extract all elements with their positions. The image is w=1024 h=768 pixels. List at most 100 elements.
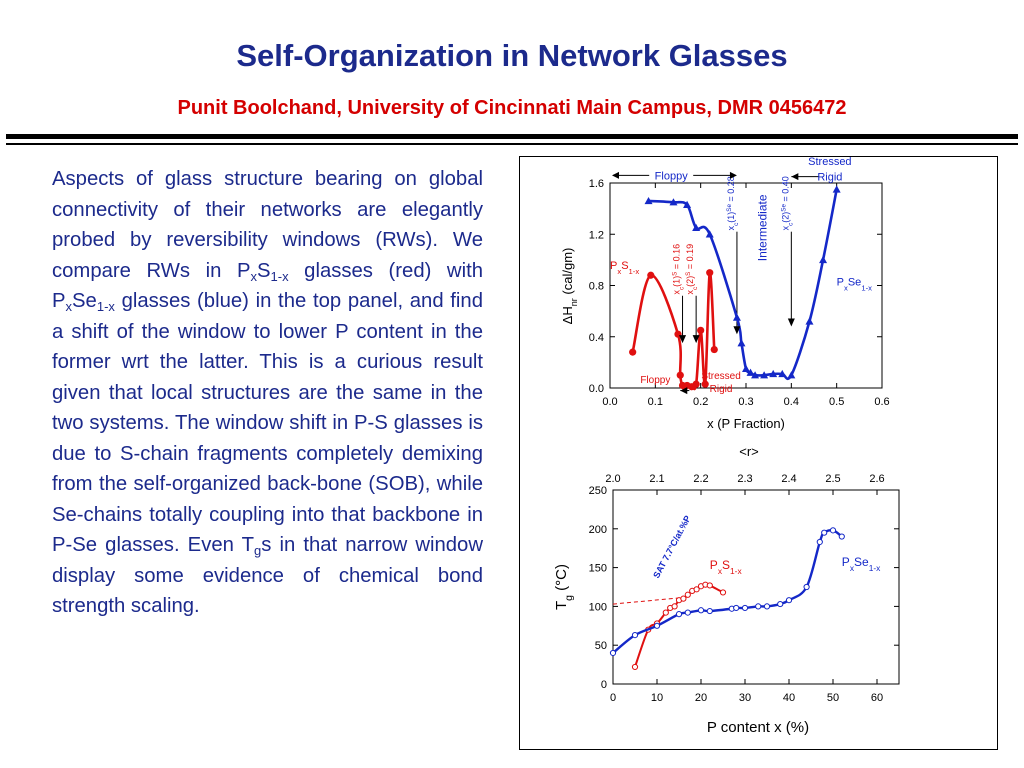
text-run: s in that narrow window display some evi… [52, 534, 483, 617]
top-tick-label: 2.1 [649, 473, 664, 485]
floppy-arrow-right-head [729, 171, 737, 179]
data-point-pxse [653, 622, 661, 629]
data-point-pxse [819, 255, 828, 264]
data-point-pxse [683, 200, 692, 208]
data-point-pxse [705, 230, 714, 238]
annotation-rigid-red: Rigid [710, 384, 733, 395]
annotation-xc2-se: xc(2)Se = 0.40 [780, 176, 794, 230]
data-point-pxse [692, 223, 701, 232]
annotation-label-pxs: PxS1-x [710, 558, 743, 576]
top-tick-label: 2.4 [781, 473, 796, 485]
x-tick-label: 0.6 [874, 396, 889, 408]
text-run: Aspects of glass structure bearing on gl… [52, 168, 483, 282]
data-point-pxs [701, 380, 709, 388]
x-tick-label: 60 [871, 692, 883, 704]
data-point-pxs [719, 589, 727, 596]
annotation-label-pxs: PxS1-x [610, 260, 639, 276]
data-point-pxse [675, 611, 683, 618]
top-tick-label: 2.0 [605, 473, 620, 485]
data-point-pxse [733, 604, 740, 612]
y-tick-label: 0.4 [589, 332, 604, 344]
data-point-pxs [710, 345, 718, 354]
data-point-pxse [829, 527, 837, 534]
x-tick-label: 0.2 [693, 396, 708, 408]
text-sub: 1-x [270, 268, 289, 284]
data-point-pxse [787, 371, 796, 379]
top-tick-label: 2.5 [825, 473, 840, 485]
top-tick-label: 2.6 [869, 473, 884, 485]
data-point-pxse [785, 597, 793, 604]
annotation-label-pxse: PxSe1-x [842, 555, 881, 573]
y-tick-label: 1.2 [589, 229, 604, 241]
annotation-xc2-s: xc(2)S = 0.19 [685, 244, 699, 295]
annotation-sat: SAT 7.7°C/at.%P [651, 514, 692, 580]
series-line-pxs [634, 583, 724, 668]
y-tick-label: 50 [595, 640, 607, 652]
data-point-pxs [684, 591, 691, 598]
x-tick-label: 10 [651, 692, 663, 704]
x-tick-label: 20 [695, 692, 707, 704]
annotation-stressed-red: Stressed [701, 371, 740, 382]
data-point-pxse [832, 185, 841, 193]
data-point-pxse [777, 600, 784, 608]
y-tick-label: 0.8 [589, 281, 604, 293]
floppy-arrow-left-head [612, 171, 619, 179]
top-tick-label: 2.2 [693, 473, 708, 485]
x-tick-label: 0.3 [738, 396, 753, 408]
header-divider-thin [6, 143, 1018, 145]
data-point-pxse [821, 529, 828, 536]
text-run: Se [72, 290, 97, 312]
data-point-pxse [760, 371, 769, 379]
data-point-pxs [706, 582, 713, 589]
data-point-pxse [803, 583, 810, 591]
text-run: glasses (blue) in the top panel, and fin… [52, 290, 483, 556]
annotation-arrow-head [692, 335, 700, 344]
data-point-pxs [662, 609, 669, 616]
x-tick-label: 0.1 [648, 396, 663, 408]
y-axis-label: Tg (°C) [553, 564, 575, 610]
top-axis-label: <r> [739, 444, 759, 459]
y-tick-label: 200 [589, 524, 607, 536]
floppy-red-arrow-head [680, 387, 688, 395]
plot-area-bottom [612, 489, 900, 685]
rigid-arrow-left-head [791, 173, 799, 181]
text-sub: 1-x [96, 299, 115, 314]
x-tick-label: 0 [610, 692, 616, 704]
annotation-stressed-blue: Stressed [808, 156, 851, 168]
data-point-pxs [647, 271, 655, 279]
series-line-pxse [612, 528, 843, 654]
data-point-pxs [629, 348, 637, 356]
data-point-pxse [751, 371, 760, 379]
y-tick-label: 250 [589, 485, 607, 497]
figure-frame [519, 156, 998, 750]
x-tick-label: 0.0 [602, 396, 617, 408]
annotation-arrow-head [733, 326, 741, 335]
data-point-pxse [609, 649, 617, 657]
data-point-pxse [631, 632, 639, 639]
data-point-pxs [676, 371, 684, 379]
header-divider-thick [6, 134, 1018, 139]
data-point-pxse [737, 339, 746, 347]
x-axis-label: P content x (%) [707, 719, 809, 736]
extrapolation-dashed-line [612, 596, 688, 605]
y-tick-label: 100 [589, 601, 607, 613]
data-point-pxse [778, 369, 787, 378]
data-point-pxse [684, 609, 691, 616]
y-tick-label: 0.0 [589, 383, 604, 395]
data-point-pxs [692, 380, 700, 388]
data-point-pxse [669, 198, 678, 206]
y-axis-label: ΔHnr (cal/gm) [560, 248, 579, 325]
annotation-floppy-bg [649, 167, 694, 183]
data-point-pxs [697, 326, 705, 334]
annotation-floppy-blue: Floppy [655, 170, 689, 182]
annotation-intermediate: Intermediate [755, 194, 769, 261]
text-run: glasses (red) with P [52, 259, 483, 313]
data-point-pxse [746, 368, 755, 376]
x-tick-label: 50 [827, 692, 839, 704]
data-point-pxse [755, 603, 762, 610]
annotation-floppy-red: Floppy [640, 375, 670, 386]
x-tick-label: 40 [783, 692, 795, 704]
top-tick-label: 2.3 [737, 473, 752, 485]
chart-bottom-tg: <r> 2.0 2.1 2.2 2.3 2.4 2.5 2.6 0 10 20 30 40 50 60 0 50… [553, 444, 900, 736]
data-point-pxs [693, 586, 700, 593]
